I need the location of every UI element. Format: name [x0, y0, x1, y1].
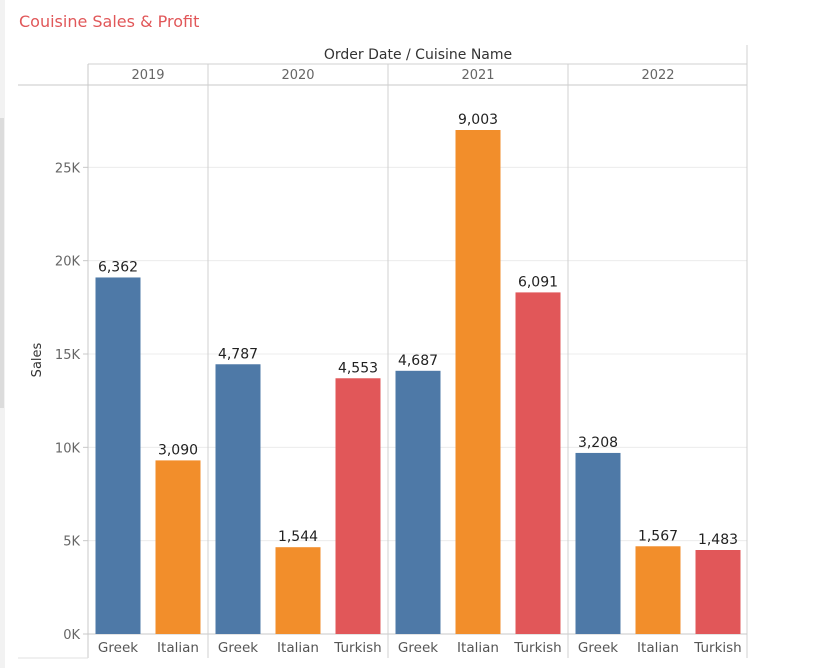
bar-2020-turkish	[335, 378, 381, 634]
x-category-label: Italian	[277, 640, 319, 656]
x-category-label: Italian	[457, 640, 499, 656]
x-category-label: Greek	[578, 640, 618, 656]
bar-2022-italian	[635, 546, 681, 634]
chart-title: Couisine Sales & Profit	[19, 12, 200, 31]
bar-value-label: 6,091	[518, 274, 558, 290]
bar-value-label: 1,544	[278, 529, 318, 545]
y-tick-label: 0K	[63, 628, 80, 643]
y-tick-label: 25K	[55, 161, 81, 176]
bar-value-label: 4,687	[398, 353, 438, 369]
bar-value-label: 4,553	[338, 360, 378, 376]
y-axis-title: Sales	[30, 342, 45, 377]
x-category-label: Turkish	[693, 640, 741, 656]
bar-value-label: 4,787	[218, 346, 258, 362]
left-panel-scroll-mark	[0, 118, 4, 408]
x-category-label: Turkish	[333, 640, 381, 656]
year-label-2019: 2019	[131, 68, 164, 83]
y-tick-label: 10K	[55, 441, 81, 456]
bar-value-label: 1,567	[638, 528, 678, 544]
year-label-2022: 2022	[641, 68, 674, 83]
bar-2021-greek	[395, 370, 441, 634]
x-category-label: Italian	[637, 640, 679, 656]
bar-2019-italian	[155, 460, 201, 634]
y-tick-label: 20K	[55, 255, 81, 270]
bar-value-label: 9,003	[458, 112, 498, 128]
bar-2022-turkish	[695, 550, 741, 634]
left-panel-edge	[0, 0, 5, 668]
bar-value-label: 3,208	[578, 435, 618, 451]
y-tick-label: 5K	[63, 535, 80, 550]
y-tick-label: 15K	[55, 348, 81, 363]
bar-value-label: 6,362	[98, 259, 138, 275]
bar-value-label: 3,090	[158, 442, 198, 458]
bar-2022-greek	[575, 452, 621, 634]
x-category-label: Italian	[157, 640, 199, 656]
bar-2020-greek	[215, 364, 261, 634]
header-label: Order Date / Cuisine Name	[324, 47, 512, 63]
bar-2020-italian	[275, 547, 321, 634]
bar-2021-turkish	[515, 292, 561, 634]
x-category-label: Greek	[98, 640, 138, 656]
year-label-2021: 2021	[461, 68, 494, 83]
x-category-label: Turkish	[513, 640, 561, 656]
bar-value-label: 1,483	[698, 532, 738, 548]
x-category-label: Greek	[218, 640, 258, 656]
year-label-2020: 2020	[281, 68, 314, 83]
x-category-label: Greek	[398, 640, 438, 656]
bar-2021-italian	[455, 130, 501, 634]
bar-2019-greek	[95, 277, 141, 634]
